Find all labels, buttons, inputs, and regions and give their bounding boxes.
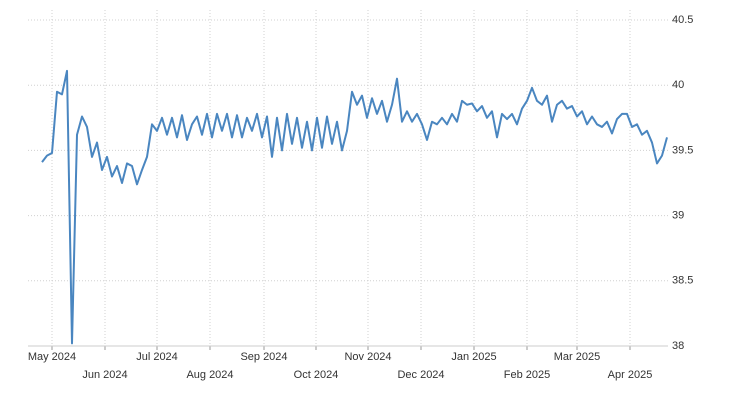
x-tick-label: Dec 2024 [397,369,444,381]
x-tick-label: Feb 2025 [504,369,550,381]
x-tick-label: Aug 2024 [186,369,233,381]
x-tick-label: Jun 2024 [82,369,127,381]
y-tick-label: 38 [672,340,684,352]
x-tick-label: Sep 2024 [240,351,287,363]
y-tick-label: 39.5 [672,144,693,156]
x-tick-label: Jul 2024 [136,351,178,363]
line-series [41,69,668,345]
y-tick-label: 39 [672,210,684,222]
x-tick-label: Oct 2024 [294,369,339,381]
y-tick-label: 40.5 [672,14,693,26]
y-tick-label: 40 [672,79,684,91]
x-tick-label: May 2024 [28,351,76,363]
y-tick-label: 38.5 [672,275,693,287]
x-tick-label: Jan 2025 [451,351,496,363]
x-tick-label: Mar 2025 [554,351,600,363]
x-tick-label: Apr 2025 [608,369,653,381]
x-tick-label: Nov 2024 [344,351,391,363]
